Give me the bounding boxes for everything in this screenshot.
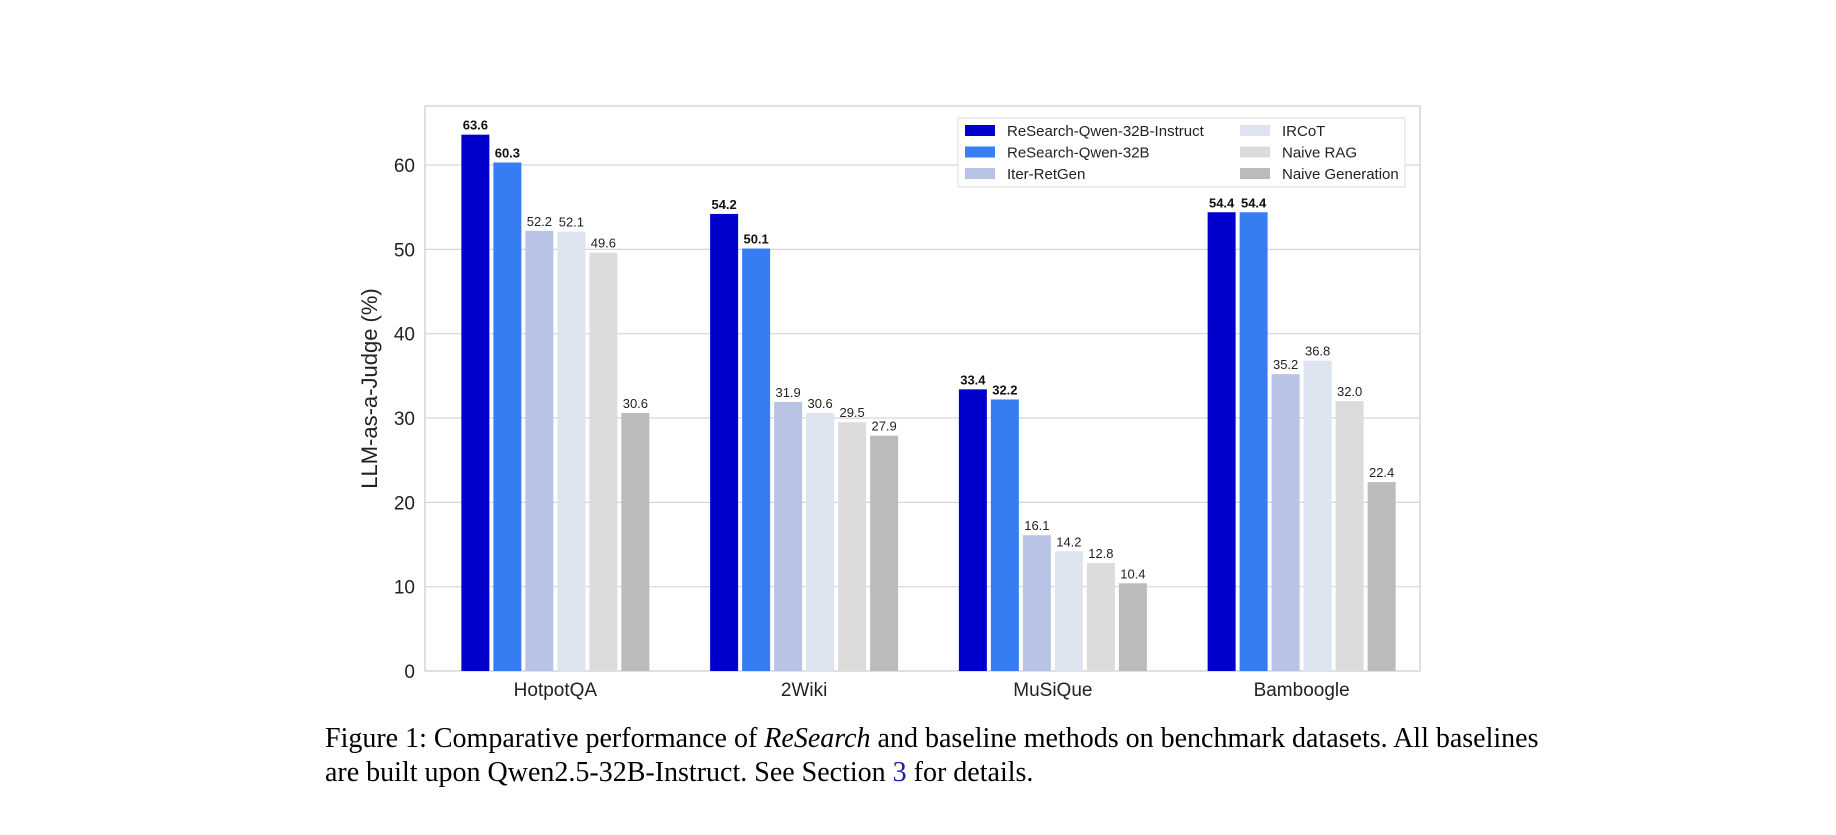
bar-hotpotqa-iter-retgen bbox=[525, 230, 554, 671]
legend-swatch bbox=[965, 125, 995, 136]
x-category-label: MuSiQue bbox=[1013, 680, 1092, 701]
bar-value-label: 22.4 bbox=[1369, 465, 1394, 480]
bar-value-label: 30.6 bbox=[807, 396, 832, 411]
plot-frame bbox=[424, 105, 1421, 672]
bar-musique-ircot bbox=[1054, 551, 1083, 671]
y-tick-label: 20 bbox=[394, 493, 415, 514]
bar-value-label: 14.2 bbox=[1056, 534, 1081, 549]
caption-method: ReSearch bbox=[764, 723, 871, 754]
bar-musique-naive-generation bbox=[1118, 583, 1147, 671]
bar-hotpotqa-naive-rag bbox=[589, 252, 618, 672]
bar-value-label: 49.6 bbox=[591, 236, 616, 251]
bar-2wiki-iter-retgen bbox=[774, 401, 803, 671]
legend-entry: Naive RAG bbox=[1282, 145, 1357, 162]
bar-musique-naive-rag bbox=[1086, 563, 1115, 671]
bar-2wiki-ircot bbox=[806, 412, 835, 671]
y-tick-label: 10 bbox=[394, 578, 415, 599]
bar-value-label: 32.0 bbox=[1337, 384, 1362, 399]
bar-value-label: 16.1 bbox=[1024, 518, 1049, 533]
chart: 0 10 20 30 40 50 60 LLM-as-a-Judge (%) 63.6 60.3 5… bbox=[357, 105, 1421, 701]
bar-2wiki-naive-rag bbox=[838, 422, 867, 671]
bar-bamboogle-naive-generation bbox=[1367, 482, 1396, 671]
bar-value-label: 27.9 bbox=[871, 419, 896, 434]
legend-swatch bbox=[965, 146, 995, 158]
bar-value-label: 30.6 bbox=[623, 396, 648, 411]
bar-chart-svg: 0 10 20 30 40 50 60 LLM-as-a-Judge (%) 63.6 60.3 5… bbox=[357, 105, 1421, 701]
bar-musique-research-qwen-32b-instruct bbox=[958, 389, 987, 671]
bar-bamboogle-research-qwen-32b bbox=[1239, 212, 1268, 672]
bar-value-label: 63.6 bbox=[463, 118, 488, 133]
bar-value-label: 31.9 bbox=[775, 385, 800, 400]
bar-2wiki-naive-generation bbox=[870, 435, 899, 671]
bar-value-label: 52.1 bbox=[559, 215, 584, 230]
bar-value-label: 50.1 bbox=[743, 232, 768, 247]
y-tick-label: 40 bbox=[394, 325, 415, 346]
bar-bamboogle-ircot bbox=[1303, 360, 1332, 671]
bar-value-label: 54.2 bbox=[711, 197, 736, 212]
legend-swatch bbox=[1240, 168, 1270, 179]
x-category-label: 2Wiki bbox=[781, 680, 827, 701]
bar-musique-iter-retgen bbox=[1022, 535, 1051, 671]
legend-swatch bbox=[965, 168, 995, 179]
bar-musique-research-qwen-32b bbox=[990, 399, 1019, 671]
bar-value-label: 35.2 bbox=[1273, 357, 1298, 372]
bar-value-label: 36.8 bbox=[1305, 344, 1330, 359]
bar-bamboogle-iter-retgen bbox=[1271, 374, 1300, 671]
bar-value-label: 60.3 bbox=[495, 146, 520, 161]
bar-value-label: 29.5 bbox=[839, 405, 864, 420]
x-category-label: Bamboogle bbox=[1254, 680, 1350, 701]
y-tick-label: 30 bbox=[394, 409, 415, 430]
bar-value-label: 52.2 bbox=[527, 214, 552, 229]
bar-value-label: 12.8 bbox=[1088, 546, 1113, 561]
bar-hotpotqa-research-qwen-32b bbox=[493, 162, 522, 671]
figure-caption: Figure 1: Comparative performance of ReS… bbox=[325, 722, 1565, 790]
bar-bamboogle-naive-rag bbox=[1335, 401, 1364, 671]
y-tick-label: 50 bbox=[394, 240, 415, 261]
bar-2wiki-research-qwen-32b-instruct bbox=[710, 213, 739, 671]
bar-2wiki-research-qwen-32b bbox=[742, 248, 771, 671]
bar-value-label: 10.4 bbox=[1120, 566, 1145, 581]
caption-prefix: Figure 1: Comparative performance of bbox=[325, 723, 765, 754]
bar-hotpotqa-ircot bbox=[557, 231, 586, 672]
caption-middle: and baseline methods on benchmark datase… bbox=[325, 723, 1539, 788]
legend-entry: IRCoT bbox=[1282, 123, 1325, 140]
legend-swatch bbox=[1240, 146, 1270, 158]
legend-entry: ReSearch-Qwen-32B-Instruct bbox=[1007, 123, 1205, 140]
legend-box bbox=[957, 117, 1406, 188]
bar-value-label: 54.4 bbox=[1209, 195, 1235, 210]
y-axis-label: LLM-as-a-Judge (%) bbox=[357, 288, 382, 489]
legend-entry: ReSearch-Qwen-32B bbox=[1007, 145, 1150, 162]
bar-value-label: 33.4 bbox=[960, 372, 986, 387]
bar-value-label: 54.4 bbox=[1241, 195, 1267, 210]
bar-value-label: 32.2 bbox=[992, 382, 1017, 397]
bar-bamboogle-research-qwen-32b-instruct bbox=[1207, 212, 1236, 672]
y-tick-label: 0 bbox=[404, 662, 415, 683]
caption-suffix: for details. bbox=[906, 757, 1034, 788]
legend-entry: Naive Generation bbox=[1282, 166, 1399, 183]
x-category-label: HotpotQA bbox=[514, 680, 598, 701]
bar-hotpotqa-research-qwen-32b-instruct bbox=[461, 134, 490, 672]
legend-swatch bbox=[1240, 125, 1270, 136]
caption-section-link[interactable]: 3 bbox=[892, 757, 907, 788]
legend-entry: Iter-RetGen bbox=[1007, 166, 1085, 183]
bar-hotpotqa-naive-generation bbox=[621, 412, 650, 671]
y-tick-label: 60 bbox=[394, 156, 415, 177]
